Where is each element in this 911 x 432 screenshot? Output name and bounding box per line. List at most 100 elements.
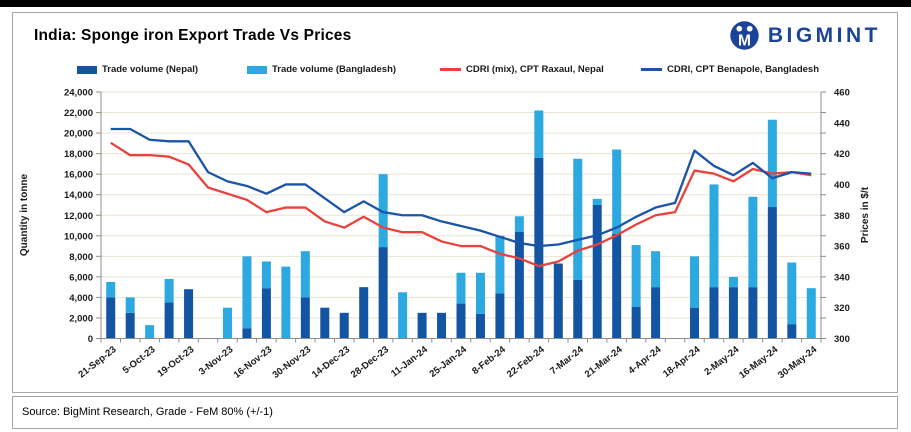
bar-bangladesh-volume xyxy=(651,251,661,288)
bigmint-logo-icon: M xyxy=(730,21,759,50)
line-bangladesh-price xyxy=(110,127,812,248)
bar-nepal-volume xyxy=(592,204,602,339)
legend-label: CDRI (mix), CPT Raxaul, Nepal xyxy=(466,64,604,75)
bar-nepal-volume xyxy=(164,302,174,339)
x-axis-tick-label: 3-Nov-23 xyxy=(197,344,235,377)
bar-bangladesh-volume xyxy=(767,119,777,208)
right-axis-tick-label: 380 xyxy=(834,211,850,222)
bars-nepal xyxy=(106,157,797,339)
left-axis-tick-label: 8,000 xyxy=(69,252,93,263)
right-axis-tick-label: 300 xyxy=(834,334,850,345)
bars-bangladesh xyxy=(106,110,816,339)
x-axis-tick-label: 4-Apr-24 xyxy=(626,344,664,377)
bar-nepal-volume xyxy=(125,312,135,339)
bar-nepal-volume xyxy=(456,303,466,339)
bar-bangladesh-volume xyxy=(690,256,700,308)
right-axis-tick-label: 400 xyxy=(834,180,850,191)
x-axis-tick-label: 22-Feb-24 xyxy=(505,344,547,380)
bar-nepal-volume xyxy=(184,289,194,339)
bar-nepal-volume xyxy=(437,312,447,339)
x-axis-tick-label: 8-Feb-24 xyxy=(470,344,508,377)
x-axis-tick-label: 11-Jan-24 xyxy=(389,344,430,380)
bigmint-logo-text: BIGMINT xyxy=(767,23,881,47)
bar-nepal-volume xyxy=(553,263,563,339)
left-axis-tick-label: 12,000 xyxy=(64,211,93,222)
top-border xyxy=(0,0,911,7)
bar-nepal-volume xyxy=(787,324,797,339)
bar-nepal-volume xyxy=(534,157,544,339)
bar-bangladesh-volume xyxy=(495,235,505,294)
left-axis-tick-label: 20,000 xyxy=(64,129,93,140)
x-axis-tick-label: 14-Dec-23 xyxy=(310,344,352,380)
x-axis-tick-label: 19-Oct-23 xyxy=(156,344,197,379)
left-axis-tick-label: 24,000 xyxy=(64,88,93,99)
bar-nepal-volume xyxy=(690,307,700,339)
bar-nepal-volume xyxy=(612,233,622,339)
bar-bangladesh-volume xyxy=(514,216,524,232)
left-axis-tick-label: 14,000 xyxy=(64,190,93,201)
left-axis-title: Quantity in tonne xyxy=(19,173,30,256)
x-axis-tick-label: 30-Nov-23 xyxy=(271,344,314,381)
bar-bangladesh-volume xyxy=(787,262,797,325)
x-axis-tick-label: 16-Nov-23 xyxy=(232,344,275,381)
bar-bangladesh-volume xyxy=(261,261,271,289)
chart: Quantity in tonne Prices in $/t 0 2,000 4,… xyxy=(19,88,871,382)
bar-nepal-volume xyxy=(709,287,719,339)
bar-nepal-volume xyxy=(651,287,661,339)
bar-nepal-volume xyxy=(573,279,583,339)
bar-nepal-volume xyxy=(320,307,330,339)
x-axis-tick-label: 30-May-24 xyxy=(776,344,820,381)
legend-item-bangladesh-price: CDRI, CPT Benapole, Bangladesh xyxy=(641,64,819,75)
axes xyxy=(96,91,826,343)
bar-bangladesh-volume xyxy=(145,325,155,339)
bar-bangladesh-volume xyxy=(106,282,116,298)
bangladesh-price-swatch xyxy=(641,68,662,71)
bar-nepal-volume xyxy=(514,231,524,339)
bar-nepal-volume xyxy=(242,328,252,339)
right-axis-tick-label: 320 xyxy=(834,303,850,314)
bar-bangladesh-volume xyxy=(242,256,252,329)
legend-label: CDRI, CPT Benapole, Bangladesh xyxy=(667,64,820,75)
bigmint-logo: M BIGMINT xyxy=(728,19,881,52)
x-axis-tick-label: 16-May-24 xyxy=(737,344,781,381)
legend-item-nepal-volume: Trade volume (Nepal) xyxy=(77,64,198,75)
bar-bangladesh-volume xyxy=(398,292,408,339)
bar-nepal-volume xyxy=(631,306,641,339)
bar-bangladesh-volume xyxy=(475,272,485,314)
x-axis-tick-label: 25-Jan-24 xyxy=(428,344,470,380)
legend-item-bangladesh-volume: Trade volume (Bangladesh) xyxy=(247,64,396,75)
bar-bangladesh-volume xyxy=(592,198,602,205)
bar-bangladesh-volume xyxy=(709,184,719,288)
bar-bangladesh-volume xyxy=(125,297,135,313)
bar-bangladesh-volume xyxy=(534,110,544,158)
legend-label: Trade volume (Nepal) xyxy=(102,64,199,75)
bar-nepal-volume xyxy=(495,293,505,339)
chart-card: Quantity in tonne Prices in $/t 0 2,000 4,… xyxy=(12,12,898,393)
x-axis-tick-label: 18-Apr-24 xyxy=(661,344,703,380)
left-axis-tick-label: 18,000 xyxy=(64,149,93,160)
bar-bangladesh-volume xyxy=(728,276,738,288)
right-axis-tick-label: 420 xyxy=(834,149,850,160)
bar-nepal-volume xyxy=(475,313,485,339)
bar-nepal-volume xyxy=(378,247,388,339)
legend-label: Trade volume (Bangladesh) xyxy=(272,64,397,75)
bar-bangladesh-volume xyxy=(281,266,291,339)
nepal-volume-swatch xyxy=(77,65,97,74)
chart-title: India: Sponge iron Export Trade Vs Price… xyxy=(34,27,352,44)
bar-nepal-volume xyxy=(359,287,369,339)
bar-nepal-volume xyxy=(106,297,116,339)
bar-bangladesh-volume xyxy=(456,272,466,304)
left-axis-tick-label: 16,000 xyxy=(64,170,93,181)
left-axis-tick-label: 0 xyxy=(88,334,93,345)
bar-bangladesh-volume xyxy=(164,278,174,303)
bar-bangladesh-volume xyxy=(300,251,310,298)
left-axis-tick-label: 10,000 xyxy=(64,231,93,242)
source-text: Source: BigMint Research, Grade - FeM 80… xyxy=(22,406,273,418)
bar-nepal-volume xyxy=(339,312,349,339)
bar-bangladesh-volume xyxy=(748,196,758,288)
legend-item-nepal-price: CDRI (mix), CPT Raxaul, Nepal xyxy=(440,64,604,75)
bar-bangladesh-volume xyxy=(631,245,641,307)
right-axis-tick-label: 440 xyxy=(834,118,850,129)
source-box: Source: BigMint Research, Grade - FeM 80… xyxy=(12,396,898,429)
legend: Trade volume (Nepal) Trade volume (Bangl… xyxy=(13,64,897,80)
